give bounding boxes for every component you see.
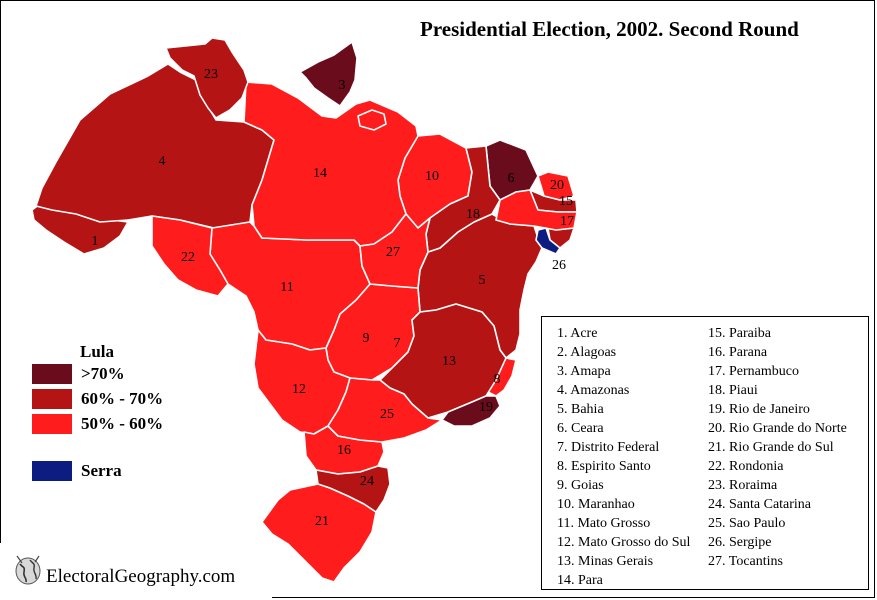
state-list-item: 24. Santa Catarina xyxy=(708,497,812,512)
state-number-label: 25 xyxy=(380,407,394,422)
state-index-list: 1. Acre 2. Alagoas 3. Amapa 4. Amazonas 5. B… xyxy=(541,316,869,590)
state-list-item: 5. Bahia xyxy=(557,402,604,417)
state-number-label: 20 xyxy=(550,178,564,193)
state-list-item: 23. Roraima xyxy=(708,478,778,493)
state-list-item: 18. Piaui xyxy=(708,383,758,398)
state-list-item: 2. Alagoas xyxy=(557,345,617,360)
state-number-label: 27 xyxy=(386,245,400,260)
state-number-label: 23 xyxy=(204,67,218,82)
state-list-item: 11. Mato Grosso xyxy=(557,516,651,531)
state-list-item: 4. Amazonas xyxy=(557,383,630,398)
legend-label: 50% - 60% xyxy=(81,414,164,433)
site-logo: ElectoralGeography.com xyxy=(0,543,272,598)
state-number-label: 13 xyxy=(442,354,456,369)
state-list-item: 27. Tocantins xyxy=(708,554,783,569)
state-sao-paulo xyxy=(327,377,443,443)
state-para-island xyxy=(357,109,387,131)
state-rondonia xyxy=(151,215,229,297)
state-pernambuco xyxy=(495,189,578,231)
legend-label: 60% - 70% xyxy=(81,389,164,408)
state-rio-grande-do-norte xyxy=(537,171,575,201)
state-number-label: 17 xyxy=(560,214,574,229)
legend-swatch xyxy=(32,461,72,481)
state-number-label: 11 xyxy=(280,280,293,295)
state-list-item: 16. Parana xyxy=(708,345,768,360)
state-rio-de-janeiro xyxy=(441,395,501,427)
state-list-column-2: 15. Paraiba 16. Parana 17. Pernambuco 18. P… xyxy=(708,324,847,571)
state-number-label: 8 xyxy=(494,372,501,387)
state-sergipe xyxy=(535,227,561,255)
legend-label: Serra xyxy=(81,461,122,480)
legend-item-over-70: >70% xyxy=(32,364,232,388)
state-roraima xyxy=(165,37,249,119)
state-list-item: 19. Rio de Janeiro xyxy=(708,402,810,417)
state-number-label: 24 xyxy=(360,474,374,489)
state-number-label: 16 xyxy=(337,443,351,458)
state-list-item: 14. Para xyxy=(557,573,603,588)
map-title: Presidential Election, 2002. Second Roun… xyxy=(420,17,799,41)
state-list-item: 22. Rondonia xyxy=(708,459,784,474)
legend-label: >70% xyxy=(81,364,125,383)
state-number-label: 12 xyxy=(292,382,306,397)
state-santa-catarina xyxy=(315,465,391,513)
legend-swatch xyxy=(32,364,72,384)
state-list-item: 21. Rio Grande do Sul xyxy=(708,440,834,455)
state-number-label: 22 xyxy=(181,250,195,265)
state-para xyxy=(243,81,419,247)
state-number-label: 9 xyxy=(363,331,370,346)
state-list-item: 10. Maranhao xyxy=(557,497,635,512)
state-number-label: 5 xyxy=(479,273,486,288)
state-list-item: 26. Sergipe xyxy=(708,535,772,550)
state-number-label: 18 xyxy=(466,207,480,222)
state-amapa xyxy=(299,41,358,107)
legend-item-serra: Serra xyxy=(32,461,232,485)
state-list-item: 20. Rio Grande do Norte xyxy=(708,421,847,436)
state-list-item: 9. Goias xyxy=(557,478,604,493)
state-number-label: 21 xyxy=(315,514,329,529)
state-number-label: 1 xyxy=(92,234,99,249)
state-list-item: 15. Paraiba xyxy=(708,326,771,341)
state-number-label: 6 xyxy=(508,171,515,186)
globe-icon xyxy=(15,555,41,585)
state-list-column-1: 1. Acre 2. Alagoas 3. Amapa 4. Amazonas 5. B… xyxy=(557,324,690,590)
legend-title: Lula xyxy=(80,342,115,361)
state-list-item: 13. Minas Gerais xyxy=(557,554,654,569)
logo-text: ElectoralGeography.com xyxy=(46,566,236,587)
legend-item-60-70: 60% - 70% xyxy=(32,389,232,413)
legend-swatch xyxy=(32,414,72,434)
state-list-item: 25. Sao Paulo xyxy=(708,516,786,531)
state-list-item: 8. Espirito Santo xyxy=(557,459,651,474)
state-list-item: 7. Distrito Federal xyxy=(557,440,660,455)
state-piaui xyxy=(425,145,501,253)
state-number-label: 15 xyxy=(559,194,573,209)
legend-item-50-60: 50% - 60% xyxy=(32,414,232,438)
state-list-item: 1. Acre xyxy=(557,326,598,341)
state-number-label: 19 xyxy=(479,400,493,415)
state-tocantins xyxy=(359,213,431,289)
state-number-label: 14 xyxy=(313,166,327,181)
state-number-label: 3 xyxy=(339,78,346,93)
state-list-item: 12. Mato Grosso do Sul xyxy=(557,535,691,550)
state-number-label: 26 xyxy=(552,258,566,273)
state-list-item: 3. Amapa xyxy=(557,364,611,379)
state-list-item: 17. Pernambuco xyxy=(708,364,799,379)
state-number-label: 7 xyxy=(394,336,401,351)
state-number-label: 10 xyxy=(425,169,439,184)
state-list-item: 6. Ceara xyxy=(557,421,604,436)
legend-swatch xyxy=(32,389,72,409)
state-number-label: 4 xyxy=(159,154,166,169)
